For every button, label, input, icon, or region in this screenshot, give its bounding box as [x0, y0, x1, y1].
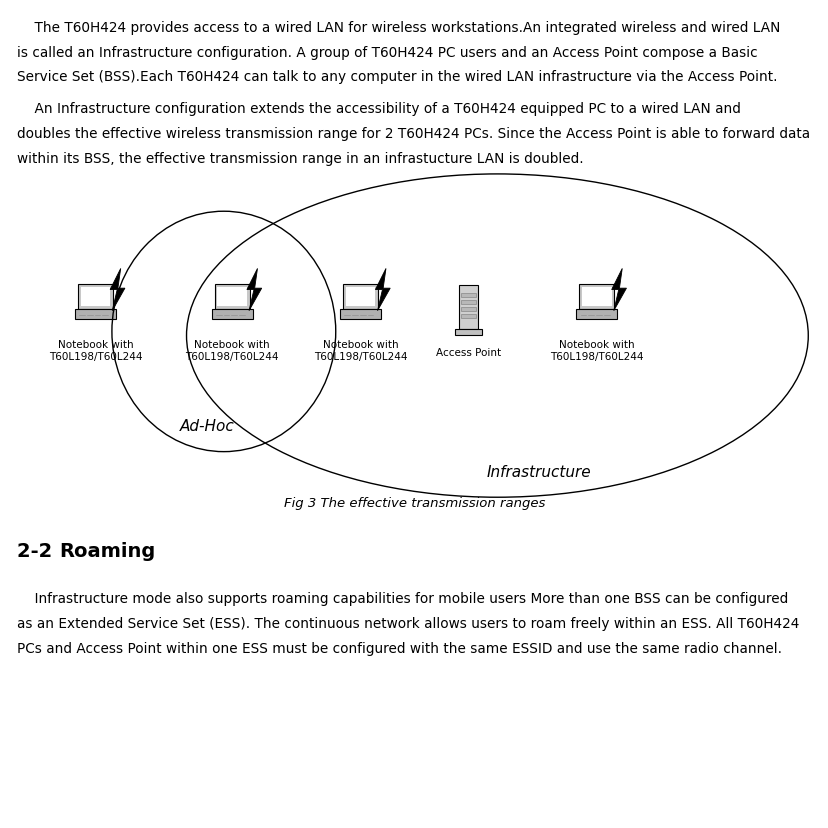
- Text: Service Set (BSS).Each T60H424 can talk to any computer in the wired LAN infrast: Service Set (BSS).Each T60H424 can talk …: [17, 70, 776, 84]
- Text: 2-2: 2-2: [17, 542, 59, 561]
- Polygon shape: [80, 287, 110, 307]
- Text: PCs and Access Point within one ESS must be configured with the same ESSID and u: PCs and Access Point within one ESS must…: [17, 641, 781, 655]
- Polygon shape: [110, 269, 125, 311]
- Text: doubles the effective wireless transmission range for 2 T60H424 PCs. Since the A: doubles the effective wireless transmiss…: [17, 127, 809, 141]
- Text: as an Extended Service Set (ESS). The continuous network allows users to roam fr: as an Extended Service Set (ESS). The co…: [17, 616, 798, 630]
- Polygon shape: [581, 287, 611, 307]
- Polygon shape: [343, 285, 378, 310]
- Text: within its BSS, the effective transmission range in an infrastucture LAN is doub: within its BSS, the effective transmissi…: [17, 152, 583, 166]
- Polygon shape: [375, 269, 390, 311]
- Text: Notebook with
T60L198/T60L244: Notebook with T60L198/T60L244: [314, 339, 407, 362]
- Text: Roaming: Roaming: [60, 542, 156, 561]
- Polygon shape: [211, 310, 253, 320]
- Polygon shape: [214, 285, 249, 310]
- Text: Ad-Hoc: Ad-Hoc: [180, 419, 234, 434]
- FancyBboxPatch shape: [460, 293, 475, 298]
- Text: Access Point: Access Point: [436, 348, 500, 358]
- Text: The T60H424 provides access to a wired LAN for wireless workstations.An integrat: The T60H424 provides access to a wired L…: [17, 21, 779, 35]
- Polygon shape: [454, 330, 482, 335]
- Polygon shape: [458, 286, 478, 330]
- Polygon shape: [78, 285, 113, 310]
- Text: is called an Infrastructure configuration. A group of T60H424 PC users and an Ac: is called an Infrastructure configuratio…: [17, 46, 756, 60]
- Polygon shape: [217, 287, 247, 307]
- FancyBboxPatch shape: [460, 307, 475, 311]
- Polygon shape: [611, 269, 626, 311]
- Polygon shape: [339, 310, 381, 320]
- Text: An Infrastructure configuration extends the accessibility of a T60H424 equipped : An Infrastructure configuration extends …: [17, 102, 739, 116]
- Text: Infrastructure mode also supports roaming capabilities for mobile users More tha: Infrastructure mode also supports roamin…: [17, 591, 787, 605]
- FancyBboxPatch shape: [460, 301, 475, 305]
- Text: Infrastructure: Infrastructure: [486, 465, 590, 479]
- Polygon shape: [247, 269, 262, 311]
- Text: Fig 3 The effective transmission ranges: Fig 3 The effective transmission ranges: [283, 496, 545, 509]
- Polygon shape: [579, 285, 614, 310]
- Polygon shape: [75, 310, 116, 320]
- Polygon shape: [575, 310, 617, 320]
- Text: Notebook with
T60L198/T60L244: Notebook with T60L198/T60L244: [550, 339, 643, 362]
- Text: Notebook with
T60L198/T60L244: Notebook with T60L198/T60L244: [185, 339, 278, 362]
- FancyBboxPatch shape: [460, 315, 475, 319]
- Text: Notebook with
T60L198/T60L244: Notebook with T60L198/T60L244: [49, 339, 142, 362]
- Polygon shape: [345, 287, 375, 307]
